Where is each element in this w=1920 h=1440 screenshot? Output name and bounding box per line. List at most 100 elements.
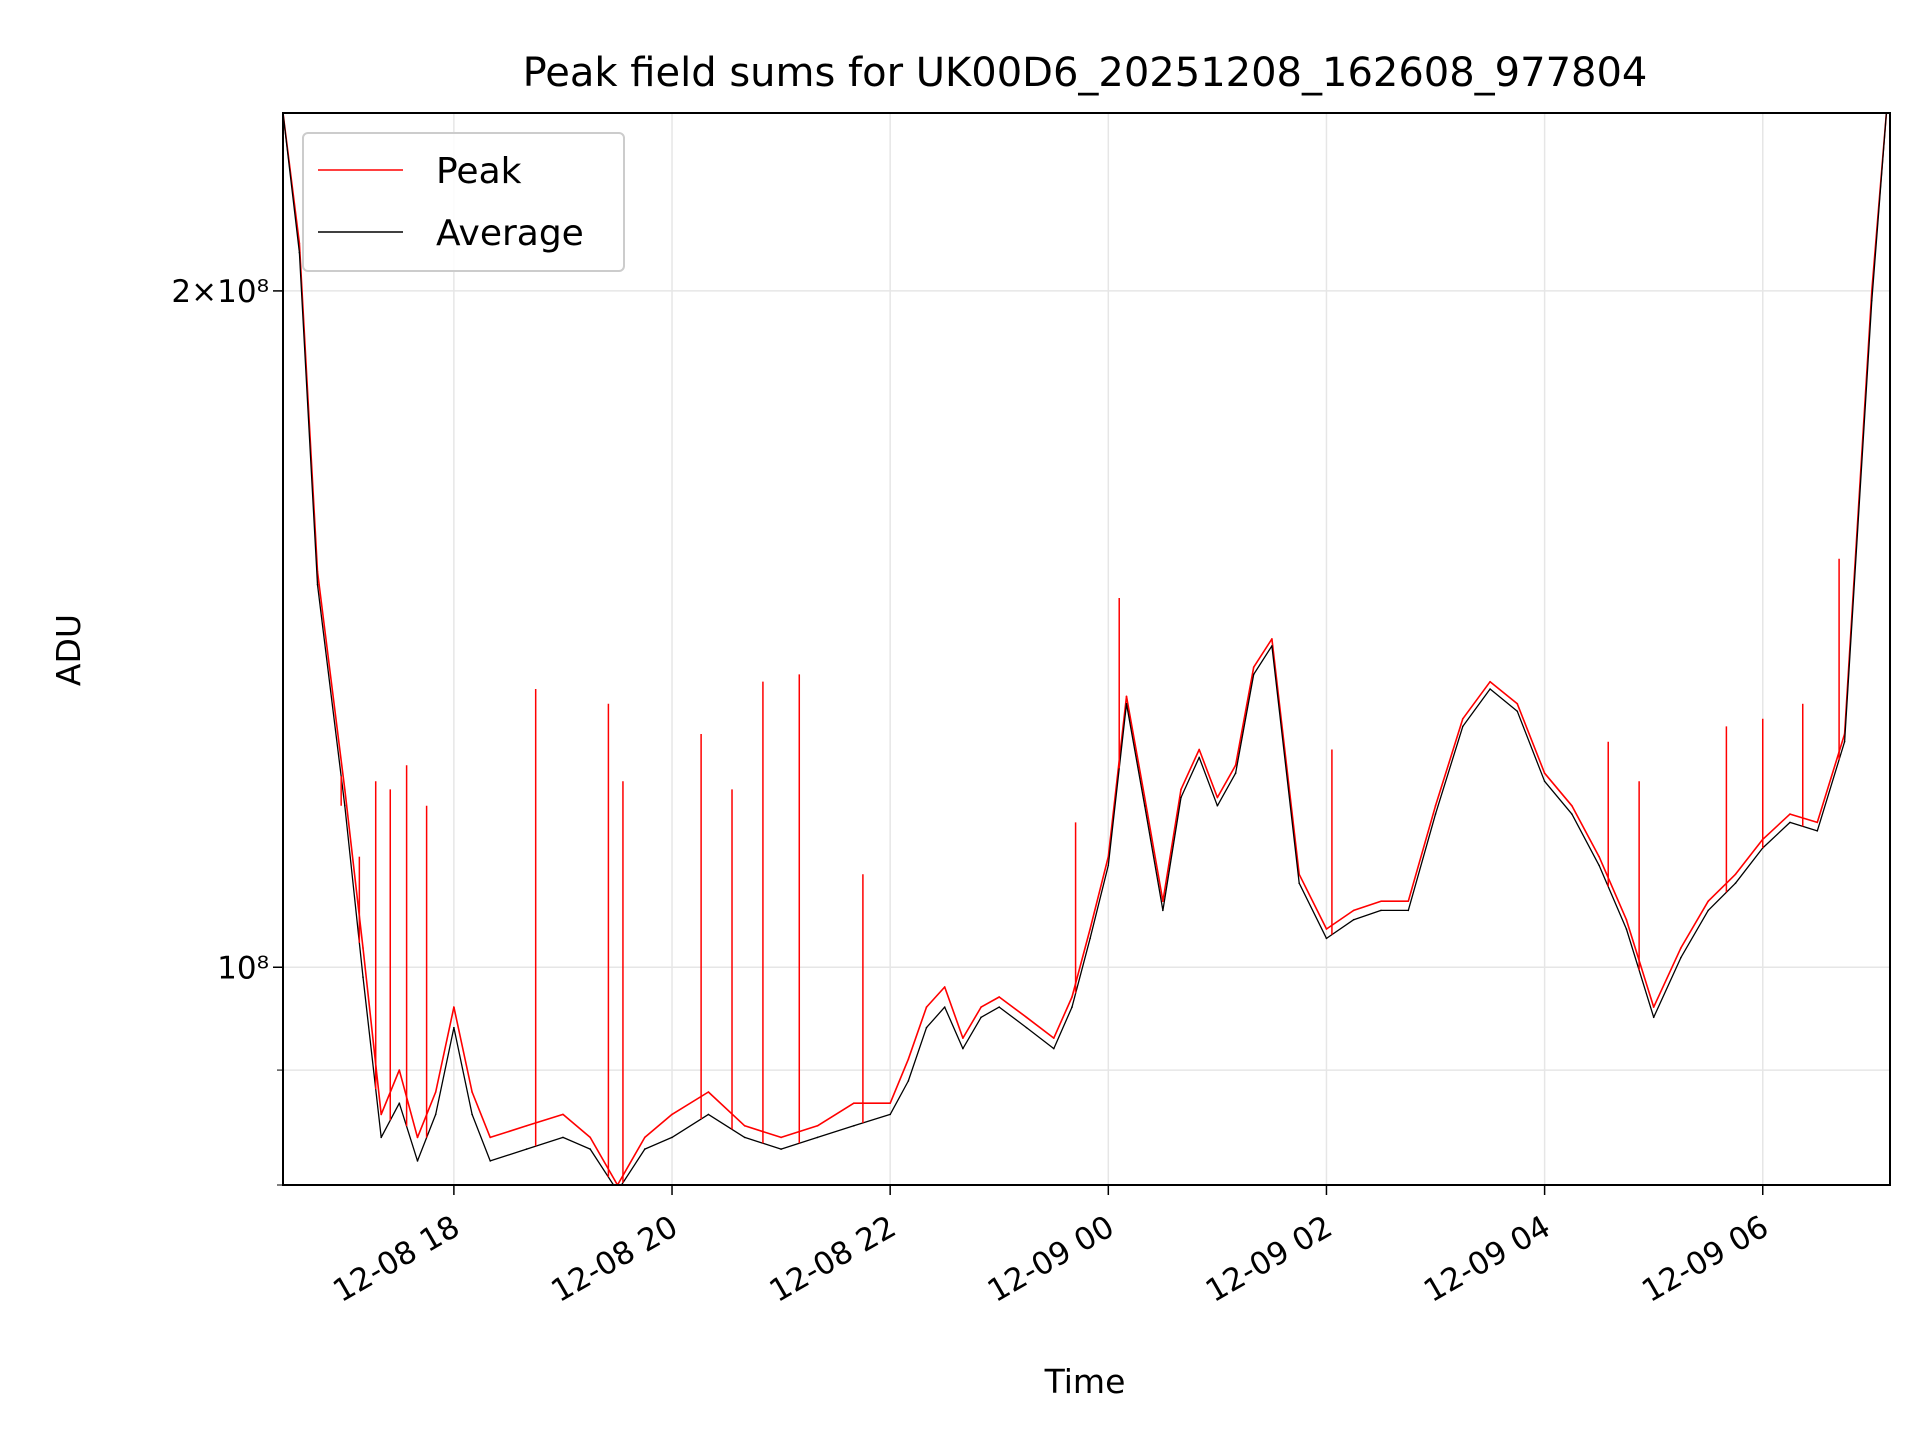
data-point-peak xyxy=(1143,796,1146,799)
data-point-average xyxy=(980,1016,982,1019)
data-point-peak xyxy=(1652,1006,1655,1008)
data-point-peak xyxy=(1180,788,1182,791)
data-point-average xyxy=(1489,688,1491,690)
data-point-peak xyxy=(362,947,364,949)
x-axis-label: Time xyxy=(1044,1362,1126,1401)
data-point-peak xyxy=(925,1006,928,1008)
data-point-peak xyxy=(743,1125,746,1127)
data-point-peak xyxy=(489,1136,492,1139)
data-point-peak xyxy=(1052,1037,1055,1039)
y-axis-label: ADU xyxy=(49,614,88,686)
data-point-peak xyxy=(1198,748,1201,751)
data-point-peak xyxy=(1816,821,1819,824)
data-point-average xyxy=(1516,710,1519,713)
data-point-peak xyxy=(1271,638,1273,640)
data-point-average xyxy=(453,1026,455,1029)
data-point-average xyxy=(525,1148,528,1150)
data-point-peak xyxy=(1434,804,1437,807)
data-point-average xyxy=(1298,882,1300,884)
data-point-average xyxy=(780,1148,782,1150)
data-point-average xyxy=(380,1136,382,1139)
data-point-average xyxy=(1434,813,1437,815)
data-point-peak xyxy=(1352,909,1355,912)
data-point-average xyxy=(1352,918,1355,921)
data-point-peak xyxy=(816,1125,819,1127)
data-point-peak xyxy=(907,1058,910,1061)
data-point-average xyxy=(1680,956,1682,959)
data-point-average xyxy=(1216,804,1219,807)
data-point-average xyxy=(1407,909,1410,912)
legend-box xyxy=(302,132,625,272)
data-point-peak xyxy=(1707,900,1710,903)
data-point-peak xyxy=(1325,928,1328,930)
data-point-average xyxy=(1125,702,1128,705)
data-point-peak xyxy=(434,1091,437,1093)
data-point-peak xyxy=(1489,680,1491,683)
data-point-average xyxy=(1180,796,1182,799)
data-point-average xyxy=(1162,909,1164,912)
data-point-average xyxy=(1198,756,1201,759)
data-point-average xyxy=(471,1113,473,1116)
data-point-peak xyxy=(1461,717,1464,720)
data-point-peak xyxy=(780,1136,782,1139)
data-point-average xyxy=(671,1136,673,1139)
data-point-peak xyxy=(1089,928,1091,930)
data-point-average xyxy=(1025,1026,1028,1029)
data-point-average xyxy=(1816,830,1819,832)
data-point-peak xyxy=(1543,772,1546,775)
data-point-peak xyxy=(1625,918,1628,921)
data-point-average xyxy=(1843,740,1846,743)
plot-series xyxy=(283,113,1888,1185)
data-point-average xyxy=(1107,864,1110,867)
y-tick-label: 2×10⁸ xyxy=(171,274,269,310)
data-point-average xyxy=(298,251,301,254)
data-point-peak xyxy=(1162,900,1164,903)
data-point-average xyxy=(1871,299,1873,302)
data-point-peak xyxy=(453,1006,455,1008)
plot-frame xyxy=(282,112,1891,1186)
data-point-peak xyxy=(707,1091,710,1093)
data-point-average xyxy=(344,804,346,807)
data-point-peak xyxy=(589,1136,592,1139)
data-point-peak xyxy=(562,1113,564,1116)
data-point-average xyxy=(816,1136,819,1139)
data-point-average xyxy=(1598,864,1600,867)
data-point-peak xyxy=(1680,947,1682,949)
data-point-peak xyxy=(671,1113,673,1116)
data-point-average xyxy=(1461,725,1464,728)
legend: Peak Average xyxy=(302,132,625,272)
data-point-average xyxy=(1071,1006,1073,1008)
data-point-peak xyxy=(416,1136,419,1139)
data-point-average xyxy=(1707,909,1710,912)
data-point-average xyxy=(1734,882,1737,884)
data-point-average xyxy=(998,1006,1001,1008)
data-point-average xyxy=(489,1160,492,1162)
data-point-peak xyxy=(525,1125,528,1127)
data-point-peak xyxy=(1571,804,1573,807)
data-point-peak xyxy=(998,996,1001,998)
data-point-average xyxy=(1543,780,1546,783)
data-point-average xyxy=(416,1160,419,1162)
data-point-average xyxy=(943,1006,946,1008)
data-point-peak xyxy=(1380,900,1382,903)
data-point-average xyxy=(362,976,364,978)
data-point-average xyxy=(398,1102,401,1104)
data-point-peak xyxy=(643,1136,646,1139)
data-point-average xyxy=(1252,673,1255,676)
data-point-peak xyxy=(853,1102,855,1104)
data-point-peak xyxy=(1252,666,1255,669)
data-point-average xyxy=(1789,821,1791,824)
data-point-average xyxy=(707,1113,710,1116)
data-point-average xyxy=(316,583,319,586)
data-point-average xyxy=(1271,645,1273,647)
data-point-peak xyxy=(1025,1016,1028,1019)
data-point-average xyxy=(962,1047,964,1050)
data-point-peak xyxy=(1216,796,1219,799)
data-point-average xyxy=(743,1136,746,1139)
data-point-peak xyxy=(1071,996,1073,998)
data-point-peak xyxy=(398,1069,401,1071)
data-point-average xyxy=(1089,937,1091,940)
data-point-peak xyxy=(889,1102,891,1104)
